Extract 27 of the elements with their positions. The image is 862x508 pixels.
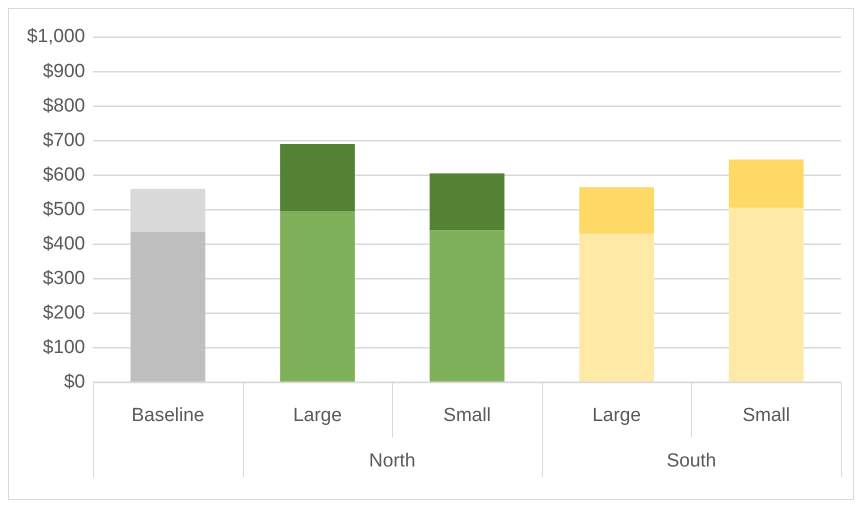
bar: [579, 187, 654, 234]
y-tick-label: $100: [42, 336, 86, 358]
y-tick-label: $800: [42, 95, 86, 116]
x-tick-label: Small: [742, 404, 790, 426]
text: South: [666, 450, 716, 472]
x-tick-label: Small: [443, 404, 491, 426]
bar: [430, 230, 504, 382]
y-tick-label: $400: [42, 233, 86, 254]
y-tick-label: $500: [42, 198, 86, 220]
x-tick-label: Baseline: [131, 404, 204, 426]
y-tick-label: $200: [42, 302, 86, 324]
y-tick-label: $600: [42, 164, 86, 186]
bar: [728, 208, 804, 382]
bar: [579, 234, 654, 382]
x-tick-label: Large: [293, 404, 342, 426]
bar: [728, 160, 804, 208]
y-tick-label: $700: [42, 130, 86, 151]
bar: [430, 173, 504, 230]
bar: [280, 144, 355, 212]
y-tick-label: $300: [42, 268, 86, 289]
text: North: [369, 450, 416, 472]
y-tick-label: $1,000: [26, 26, 86, 48]
bar: [280, 211, 355, 382]
y-tick-label: $0: [64, 371, 86, 392]
bar: [130, 232, 206, 382]
y-tick-label: $900: [42, 60, 86, 82]
x-tick-label: Large: [592, 404, 641, 426]
